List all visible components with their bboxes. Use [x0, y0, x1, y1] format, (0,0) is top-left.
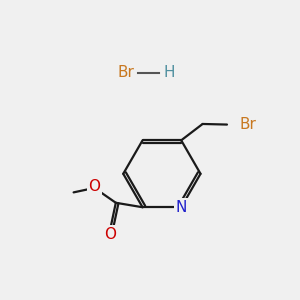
Text: H: H [164, 65, 175, 80]
Text: O: O [104, 227, 116, 242]
Text: N: N [176, 200, 187, 215]
Text: Br: Br [118, 65, 135, 80]
Text: Br: Br [240, 117, 256, 132]
Text: O: O [88, 179, 101, 194]
